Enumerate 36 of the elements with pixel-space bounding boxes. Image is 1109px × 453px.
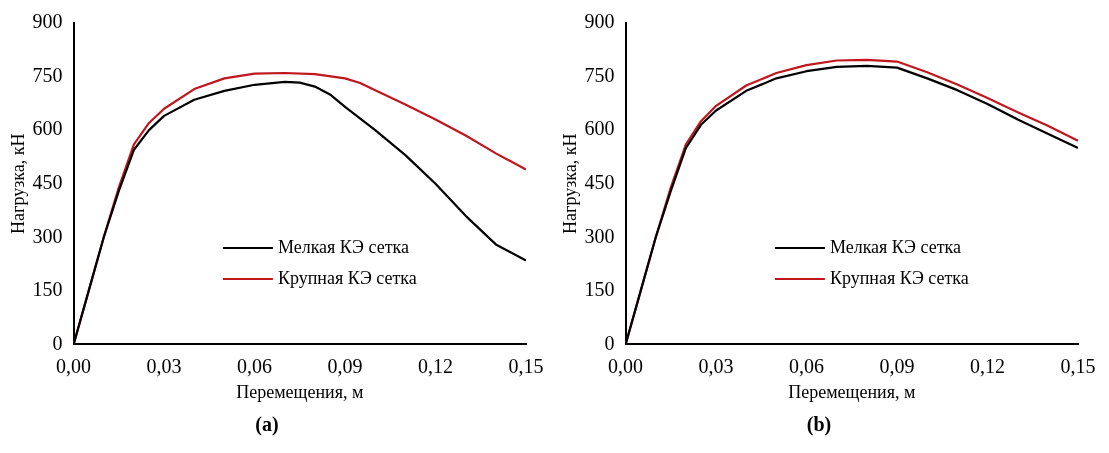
x-tick-label: 0,15 — [508, 354, 544, 377]
x-tick-label: 0,09 — [879, 354, 915, 377]
x-tick-label: 0,03 — [146, 354, 182, 377]
x-tick-label: 0,12 — [418, 354, 454, 377]
y-tick-label: 300 — [32, 224, 63, 247]
y-tick-label: 750 — [32, 63, 63, 86]
x-tick-label: 0,15 — [1060, 354, 1096, 377]
x-tick-label: 0,03 — [698, 354, 734, 377]
y-tick-label: 300 — [584, 224, 615, 247]
y-axis-title: Нагрузка, кН — [7, 133, 28, 234]
text: (b) — [806, 413, 832, 437]
y-tick-label: 900 — [584, 10, 615, 33]
y-tick-label: 600 — [584, 117, 615, 140]
legend-label: Мелкая КЭ сетка — [277, 236, 410, 257]
x-tick-label: 0,06 — [237, 354, 273, 377]
y-tick-label: 600 — [32, 117, 63, 140]
y-tick-label: 0 — [52, 331, 63, 354]
y-tick-label: 900 — [32, 10, 63, 33]
y-tick-label: 0 — [604, 331, 615, 354]
x-tick-label: 0,00 — [608, 354, 644, 377]
y-tick-label: 150 — [32, 278, 63, 301]
y-tick-label: 450 — [584, 170, 615, 193]
legend-label: Крупная КЭ сетка — [277, 267, 417, 288]
text: (a) — [255, 413, 279, 437]
x-tick-label: 0,12 — [970, 354, 1006, 377]
y-tick-label: 750 — [584, 63, 615, 86]
legend-label: Крупная КЭ сетка — [829, 267, 969, 288]
y-axis-title: Нагрузка, кН — [559, 133, 580, 234]
x-axis-title: Перемещения, м — [788, 381, 916, 402]
y-tick-label: 450 — [32, 170, 63, 193]
y-tick-label: 150 — [584, 278, 615, 301]
x-tick-label: 0,00 — [56, 354, 92, 377]
x-tick-label: 0,09 — [327, 354, 363, 377]
x-axis-title: Перемещения, м — [236, 381, 364, 402]
x-tick-label: 0,06 — [789, 354, 825, 377]
legend-label: Мелкая КЭ сетка — [829, 236, 962, 257]
